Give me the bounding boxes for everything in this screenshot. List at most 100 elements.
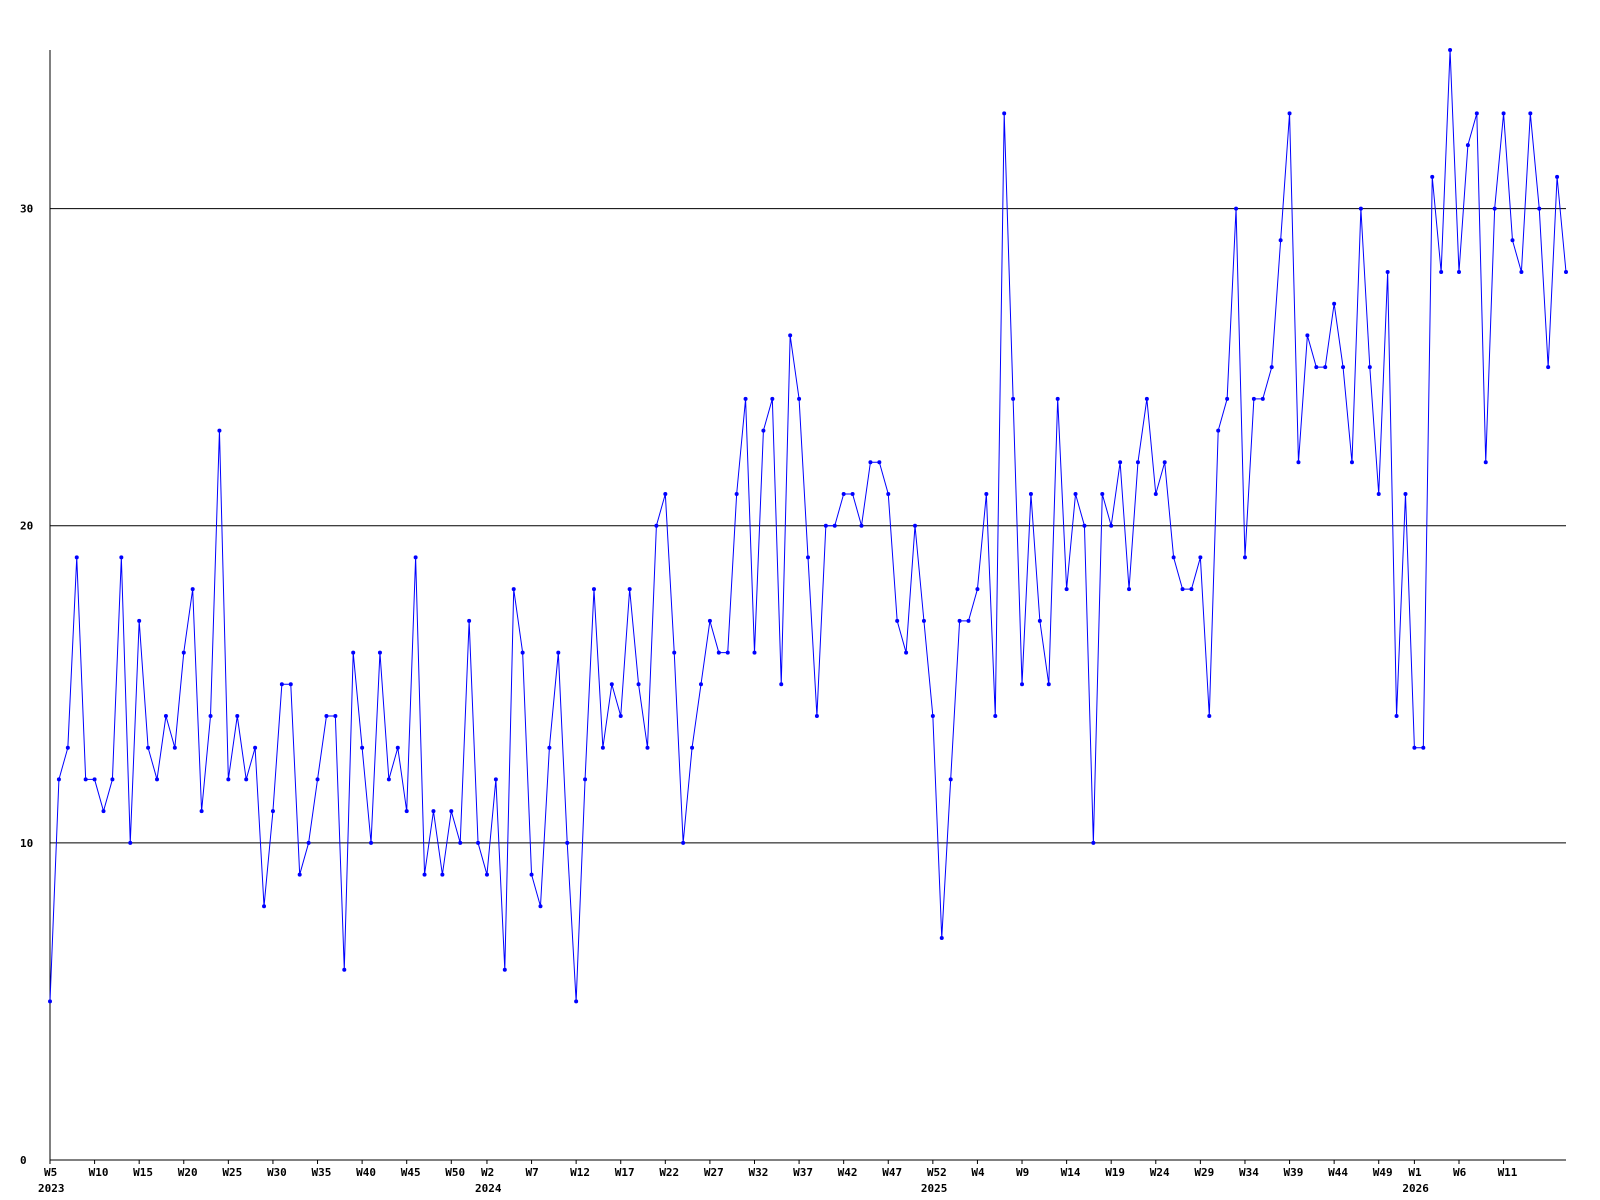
x-tick-label-W25: W25 [222, 1166, 242, 1179]
data-point [1198, 555, 1203, 560]
data-point [1332, 301, 1337, 306]
x-year-label-2026: 2026 [1402, 1182, 1429, 1195]
data-point [279, 682, 284, 687]
data-point [502, 967, 507, 972]
x-tick-label-W12: W12 [570, 1166, 590, 1179]
data-point [190, 587, 195, 592]
series-group [48, 48, 1568, 1004]
x-tick-label-W19: W19 [1105, 1166, 1125, 1179]
data-point [823, 523, 828, 528]
data-point [137, 618, 142, 623]
data-point [297, 872, 302, 877]
data-point [74, 555, 79, 560]
data-point [270, 809, 275, 814]
data-point [1448, 48, 1453, 52]
data-point [1555, 174, 1560, 179]
data-point [1349, 460, 1354, 465]
data-point [609, 682, 614, 687]
data-point [48, 999, 52, 1004]
x-tick-label-W17: W17 [615, 1166, 635, 1179]
data-point [1082, 523, 1087, 528]
x-tick-label-W14: W14 [1061, 1166, 1081, 1179]
x-tick-label-W34: W34 [1239, 1166, 1259, 1179]
data-point [1314, 365, 1319, 370]
x-tick-label-W27: W27 [704, 1166, 724, 1179]
data-point [56, 777, 61, 782]
data-point [993, 714, 998, 718]
data-point [458, 840, 463, 845]
x-tick-label-W39: W39 [1284, 1166, 1304, 1179]
data-point [1251, 396, 1256, 401]
data-point [324, 714, 329, 718]
data-point [1100, 492, 1105, 496]
data-point [1171, 555, 1176, 560]
data-point [743, 396, 748, 401]
data-point [163, 714, 168, 718]
x-tick-label-W45: W45 [401, 1166, 421, 1179]
data-point [484, 872, 489, 877]
data-point [690, 745, 695, 750]
data-point [904, 650, 909, 655]
data-point [681, 840, 686, 845]
data-point [663, 492, 668, 496]
data-point [1341, 365, 1346, 370]
data-point [716, 650, 721, 655]
data-point [618, 714, 623, 718]
data-point [1501, 111, 1506, 116]
data-point [1162, 460, 1167, 465]
data-point [948, 777, 953, 782]
x-tick-label-W49: W49 [1373, 1166, 1393, 1179]
data-point [1367, 365, 1372, 370]
data-point [1064, 587, 1069, 592]
data-point [1403, 492, 1408, 496]
data-point [333, 714, 338, 718]
x-tick-label-W44: W44 [1328, 1166, 1348, 1179]
x-tick-label-W37: W37 [793, 1166, 813, 1179]
data-point [1135, 460, 1140, 465]
data-point [181, 650, 186, 655]
x-year-label-2024: 2024 [475, 1182, 502, 1195]
data-point [1073, 492, 1078, 496]
x-tick-label-W24: W24 [1150, 1166, 1170, 1179]
data-point [788, 333, 793, 338]
data-point [1287, 111, 1292, 116]
y-tick-label-30: 30 [20, 203, 33, 216]
data-point [1269, 365, 1274, 370]
data-point [886, 492, 891, 496]
data-point [770, 396, 775, 401]
data-point [645, 745, 650, 750]
data-point [1537, 206, 1542, 211]
data-point [975, 587, 980, 592]
data-point [1421, 745, 1426, 750]
data-point [1020, 682, 1025, 687]
x-tick-label-W47: W47 [882, 1166, 902, 1179]
x-tick-label-W20: W20 [178, 1166, 198, 1179]
x-tick-label-W4: W4 [971, 1166, 985, 1179]
data-point [217, 428, 222, 433]
data-point [306, 840, 311, 845]
data-point [449, 809, 454, 814]
data-point [832, 523, 837, 528]
data-point [895, 618, 900, 623]
data-point [351, 650, 356, 655]
data-point [83, 777, 88, 782]
data-point [734, 492, 739, 496]
data-point [199, 809, 204, 814]
data-point [92, 777, 97, 782]
data-point [547, 745, 552, 750]
data-point [1055, 396, 1060, 401]
data-point [538, 904, 543, 909]
data-point [520, 650, 525, 655]
data-point [957, 618, 962, 623]
data-point [698, 682, 703, 687]
data-point [868, 460, 873, 465]
data-point [877, 460, 882, 465]
data-point [1046, 682, 1051, 687]
data-point [1225, 396, 1230, 401]
x-tick-label-W30: W30 [267, 1166, 287, 1179]
x-tick-labels: W5 2023 W10 W15 W20 W25 W30 W35 W40 W45 W50 W2 2024 W… [38, 1160, 1518, 1195]
data-point [1519, 270, 1524, 274]
data-point [360, 745, 365, 750]
data-point [119, 555, 124, 560]
data-point [1430, 174, 1435, 179]
